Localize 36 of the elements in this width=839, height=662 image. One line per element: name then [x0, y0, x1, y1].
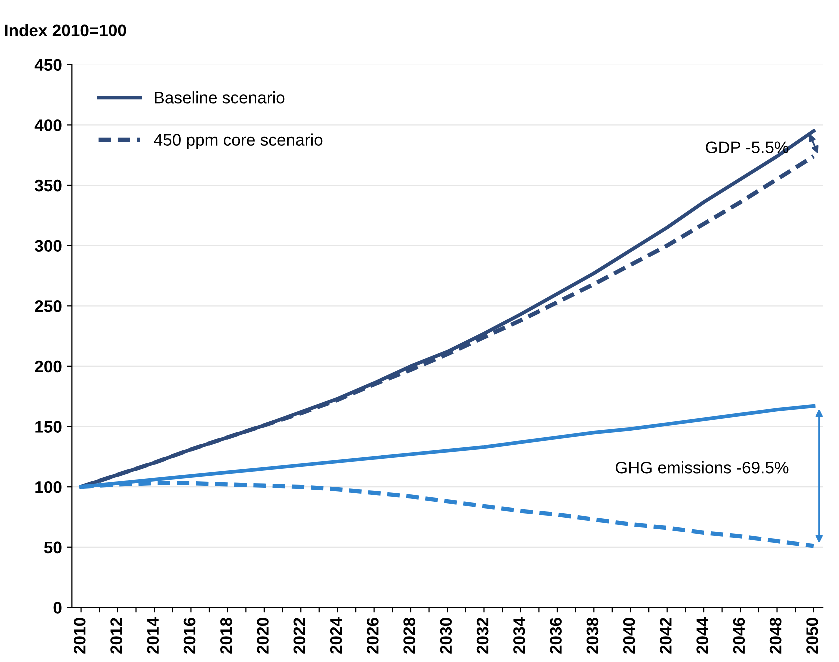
x-tick-label: 2046: [733, 618, 746, 654]
annotation: GDP -5.5%: [706, 142, 789, 154]
x-tick-label: 2028: [404, 618, 416, 654]
y-tick-label: 200: [35, 360, 62, 373]
x-tick-label: 2020: [257, 618, 269, 654]
legend-label: Baseline scenario: [155, 92, 285, 104]
y-axis-title: Index 2010=100: [5, 24, 126, 37]
y-tick-label: 150: [36, 421, 62, 433]
annotation: GHG emissions -69.5%: [616, 462, 789, 474]
x-tick-label: 2012: [110, 618, 122, 654]
x-tick-label: 2010: [74, 618, 86, 654]
y-tick-label: 50: [44, 542, 62, 554]
y-tick-label: 100: [36, 481, 62, 494]
x-tick-label: 2026: [367, 618, 379, 654]
y-tick-label: 0: [54, 602, 62, 614]
x-tick-label: 2022: [294, 618, 306, 654]
x-tick-label: 2044: [696, 618, 708, 654]
x-tick-label: 2042: [660, 618, 672, 654]
x-tick-label: 2016: [184, 618, 196, 654]
x-tick-label: 2040: [623, 618, 636, 654]
y-tick-label: 300: [35, 240, 62, 252]
x-tick-label: 2048: [770, 618, 782, 654]
x-tick-label: 2032: [476, 618, 489, 654]
x-tick-label: 2024: [330, 618, 342, 654]
y-tick-label: 250: [35, 300, 62, 312]
legend-label: 450 ppm core scenario: [154, 134, 323, 150]
x-tick-label: 2030: [440, 618, 452, 654]
y-tick-label: 400: [34, 120, 62, 132]
y-tick-label: 450: [34, 59, 62, 72]
y-tick-label: 350: [35, 180, 62, 192]
x-tick-label: 2034: [514, 618, 526, 654]
x-tick-label: 2050: [806, 618, 818, 654]
x-tick-label: 2038: [586, 618, 599, 654]
x-tick-label: 2018: [220, 618, 232, 654]
x-tick-label: 2014: [147, 618, 160, 654]
x-tick-label: 2036: [550, 618, 562, 654]
